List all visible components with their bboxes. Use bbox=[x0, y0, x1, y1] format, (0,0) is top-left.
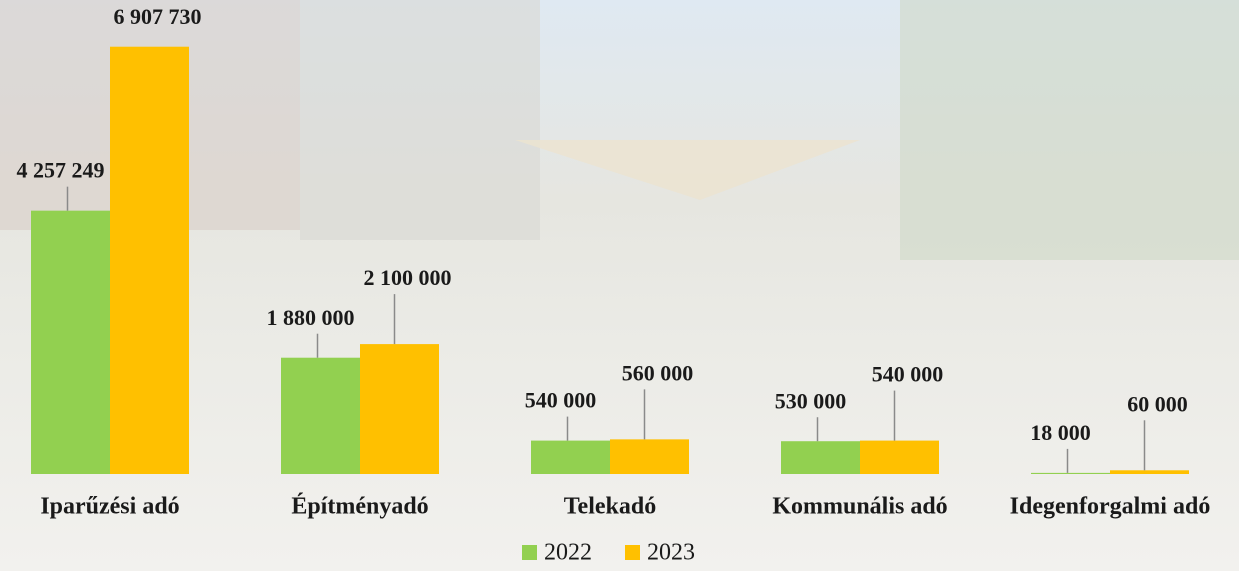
value-label: 18 000 bbox=[1030, 420, 1091, 445]
legend-label: 2023 bbox=[647, 540, 695, 566]
legend-swatch bbox=[625, 545, 640, 560]
bar bbox=[1031, 472, 1110, 474]
legend-label: 2022 bbox=[544, 540, 592, 566]
bar bbox=[31, 210, 110, 474]
value-label: 540 000 bbox=[525, 388, 597, 413]
x-tick-label: Telekadó bbox=[564, 494, 656, 520]
value-label: 6 907 730 bbox=[114, 4, 202, 29]
legend-swatch bbox=[522, 545, 537, 560]
x-tick-label: Építményadó bbox=[291, 494, 428, 520]
sunshade bbox=[515, 140, 860, 200]
value-label: 60 000 bbox=[1127, 391, 1188, 416]
value-label: 1 880 000 bbox=[267, 305, 355, 330]
x-tick-label: Kommunális adó bbox=[772, 494, 947, 520]
bar bbox=[610, 439, 689, 474]
bar bbox=[360, 344, 439, 474]
bar bbox=[860, 440, 939, 474]
bar bbox=[781, 441, 860, 474]
value-label: 540 000 bbox=[872, 362, 944, 387]
x-tick-label: Idegenforgalmi adó bbox=[1010, 494, 1211, 520]
bar bbox=[1110, 470, 1189, 474]
value-label: 530 000 bbox=[775, 388, 847, 413]
trees bbox=[900, 0, 1239, 260]
building bbox=[300, 0, 540, 240]
bar bbox=[281, 357, 360, 474]
value-label: 2 100 000 bbox=[364, 265, 452, 290]
value-label: 560 000 bbox=[622, 360, 694, 385]
bar bbox=[110, 46, 189, 475]
value-label: 4 257 249 bbox=[17, 158, 105, 183]
bar bbox=[531, 440, 610, 474]
x-tick-label: Iparűzési adó bbox=[40, 494, 179, 520]
